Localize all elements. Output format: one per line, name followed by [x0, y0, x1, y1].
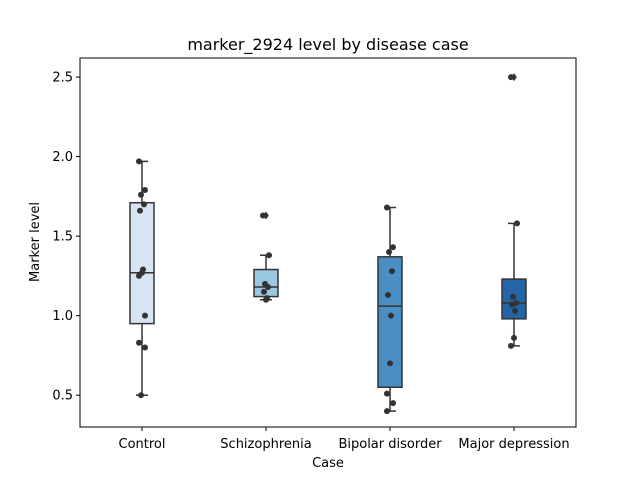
x-axis-label: Case — [312, 456, 344, 471]
plot-area: 0.5 1.0 1.5 2.0 2.5 Control Schizophrenia Bipol… — [52, 71, 569, 452]
data-point — [390, 244, 396, 251]
x-tick-label: Major depression — [458, 437, 569, 452]
data-point — [389, 268, 395, 275]
data-point — [137, 207, 143, 214]
y-axis-label: Marker level — [28, 202, 43, 282]
data-point — [136, 339, 142, 346]
data-point — [510, 293, 516, 300]
data-point — [261, 288, 267, 295]
data-point — [266, 252, 272, 259]
data-point — [141, 201, 147, 208]
y-tick-label: 0.5 — [52, 389, 73, 404]
data-point — [263, 296, 269, 303]
data-point — [384, 204, 390, 211]
data-point — [387, 360, 393, 367]
y-tick-label: 2.0 — [52, 150, 73, 165]
data-point — [260, 212, 266, 219]
data-point — [136, 158, 142, 165]
data-point — [388, 312, 394, 319]
data-point — [385, 291, 391, 298]
data-point — [384, 408, 390, 415]
x-tick-label: Control — [119, 437, 166, 452]
data-point — [508, 74, 514, 81]
plot-frame — [79, 57, 577, 428]
chart-title: marker_2924 level by disease case — [187, 35, 468, 55]
box — [377, 256, 403, 388]
data-point — [138, 392, 144, 399]
data-point — [508, 342, 514, 349]
data-point — [514, 220, 520, 227]
x-tick-label: Schizophrenia — [220, 437, 311, 452]
y-tick-label: 2.5 — [52, 71, 73, 86]
data-point — [390, 400, 396, 407]
data-point — [138, 191, 144, 198]
data-point — [142, 312, 148, 319]
data-point — [509, 301, 515, 308]
x-tick-label: Bipolar disorder — [338, 437, 442, 452]
data-point — [384, 390, 390, 397]
data-point — [265, 284, 271, 291]
data-point — [142, 187, 148, 194]
y-tick-label: 1.0 — [52, 309, 73, 324]
data-point — [386, 249, 392, 256]
box — [129, 201, 155, 325]
y-tick-label: 1.5 — [52, 230, 73, 245]
data-point — [142, 344, 148, 351]
data-point — [136, 272, 142, 279]
data-point — [511, 334, 517, 341]
data-point — [512, 307, 518, 314]
